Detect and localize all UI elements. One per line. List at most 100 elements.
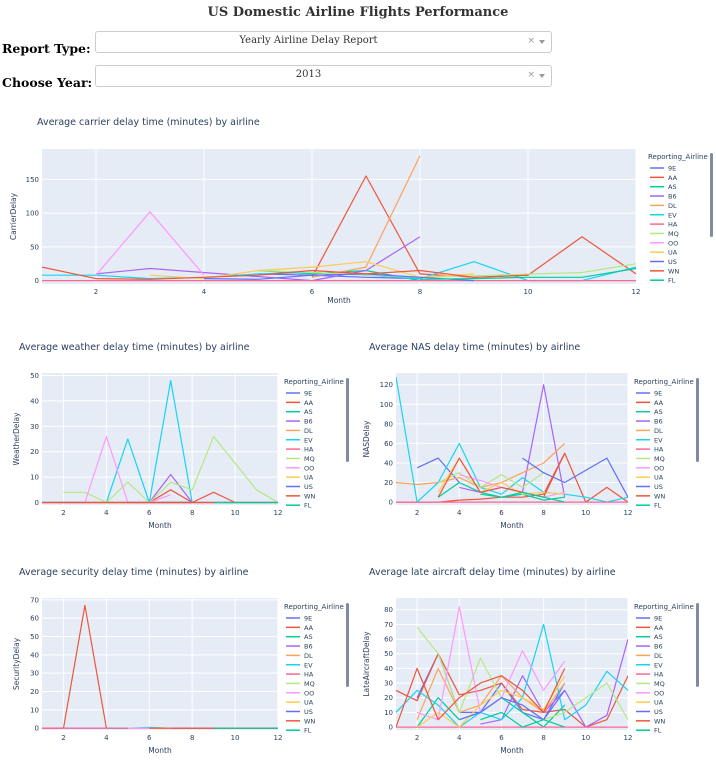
y-tick-label: 0: [35, 499, 39, 507]
legend-item: B6: [668, 193, 677, 201]
x-tick-label: 4: [202, 288, 207, 296]
y-tick-label: 50: [30, 372, 39, 380]
clear-icon[interactable]: ×: [527, 70, 535, 80]
legend-item: UA: [304, 474, 314, 482]
y-tick-label: 150: [26, 176, 39, 184]
y-tick-label: 100: [26, 210, 39, 218]
legend-item: 9E: [668, 165, 676, 173]
legend-title: Reporting_Airline: [634, 378, 694, 386]
y-tick-label: 40: [30, 397, 39, 405]
x-axis-label: Month: [327, 296, 351, 305]
legend-item: MQ: [654, 455, 665, 463]
legend-item: US: [304, 708, 313, 716]
y-tick-label: 0: [389, 724, 393, 732]
y-tick-label: 0: [389, 499, 393, 507]
x-tick-label: 10: [581, 734, 590, 742]
series-lines: [42, 604, 278, 729]
legend-item: AS: [304, 408, 313, 416]
chevron-down-icon[interactable]: [539, 74, 545, 78]
y-tick-label: 50: [30, 243, 39, 251]
year-dropdown[interactable]: 2013 ×: [95, 65, 552, 87]
legend-title: Reporting_Airline: [284, 603, 344, 611]
y-tick-label: 20: [30, 688, 39, 696]
series-line-9E: [257, 273, 421, 280]
legend-item: FL: [304, 727, 312, 735]
legend-item: FL: [668, 277, 676, 285]
x-tick-label: 10: [231, 734, 240, 742]
y-tick-label: 40: [30, 651, 39, 659]
series-line-WN: [396, 667, 566, 728]
x-tick-label: 6: [499, 734, 504, 742]
y-axis-label: LateAircraftDelay: [362, 631, 371, 697]
legend-scrollbar: [710, 153, 713, 237]
legend-item: OO: [668, 239, 678, 247]
legend-item: WN: [654, 492, 665, 500]
legend-item: EV: [304, 436, 313, 444]
y-axis-label: WeatherDelay: [12, 412, 21, 466]
legend-item: US: [304, 483, 313, 491]
x-tick-label: 8: [190, 734, 194, 742]
y-tick-label: 60: [384, 440, 393, 448]
x-tick-label: 10: [581, 509, 590, 517]
report-type-label: Report Type:: [2, 41, 91, 56]
y-axis-label: CarrierDelay: [9, 192, 18, 240]
legend-item: B6: [304, 418, 313, 426]
legend-item: WN: [654, 717, 665, 725]
series-line-US: [203, 273, 475, 282]
x-tick-label: 4: [457, 734, 462, 742]
y-tick-label: 80: [384, 420, 393, 428]
legend-item: AS: [304, 633, 313, 641]
legend-item: EV: [304, 661, 313, 669]
report-type-dropdown[interactable]: Yearly Airline Delay Report ×: [95, 31, 552, 53]
legend-item: UA: [668, 249, 678, 257]
series-line-B6: [480, 638, 628, 728]
legend-item: EV: [668, 211, 677, 219]
legend-item: AS: [654, 633, 663, 641]
clear-icon[interactable]: ×: [527, 36, 535, 46]
series-lines: [42, 380, 278, 504]
y-tick-label: 100: [380, 401, 393, 409]
chart-title: Average weather delay time (minutes) by …: [19, 342, 250, 353]
x-tick-label: 2: [415, 734, 419, 742]
legend-item: AA: [668, 174, 678, 182]
x-tick-label: 8: [418, 288, 422, 296]
y-tick-label: 60: [384, 636, 393, 644]
legend-item: US: [654, 483, 663, 491]
x-tick-label: 2: [61, 509, 65, 517]
legend-item: B6: [654, 643, 663, 651]
x-tick-label: 12: [274, 734, 283, 742]
chart-title: Average carrier delay time (minutes) by …: [37, 117, 260, 128]
y-tick-label: 120: [380, 381, 393, 389]
legend-item: HA: [304, 446, 314, 454]
series-line-B6: [148, 473, 193, 503]
chevron-down-icon[interactable]: [539, 40, 545, 44]
x-tick-label: 10: [524, 288, 533, 296]
y-tick-label: 20: [384, 479, 393, 487]
y-tick-label: 70: [30, 596, 39, 604]
legend-item: HA: [304, 671, 314, 679]
chart-4: Average security delay time (minutes) by…: [12, 567, 349, 755]
x-tick-label: 6: [147, 734, 152, 742]
legend-item: US: [654, 708, 663, 716]
series-line-EV: [396, 376, 628, 503]
legend-item: WN: [304, 492, 315, 500]
series-lines: [396, 606, 628, 728]
legend-item: OO: [304, 689, 314, 697]
legend-item: AS: [654, 408, 663, 416]
page-title: US Domestic Airline Flights Performance: [207, 5, 509, 20]
series-line-FL: [480, 711, 565, 728]
y-tick-label: 40: [384, 459, 393, 467]
y-tick-label: 50: [30, 633, 39, 641]
legend-item: DL: [654, 427, 663, 435]
legend-item: UA: [654, 699, 664, 707]
legend-item: OO: [654, 689, 664, 697]
legend-item: WN: [668, 267, 679, 275]
plot-background: [42, 598, 278, 730]
legend-item: UA: [654, 474, 664, 482]
legend-item: 9E: [304, 615, 312, 623]
legend-item: HA: [654, 671, 664, 679]
y-tick-label: 20: [384, 694, 393, 702]
